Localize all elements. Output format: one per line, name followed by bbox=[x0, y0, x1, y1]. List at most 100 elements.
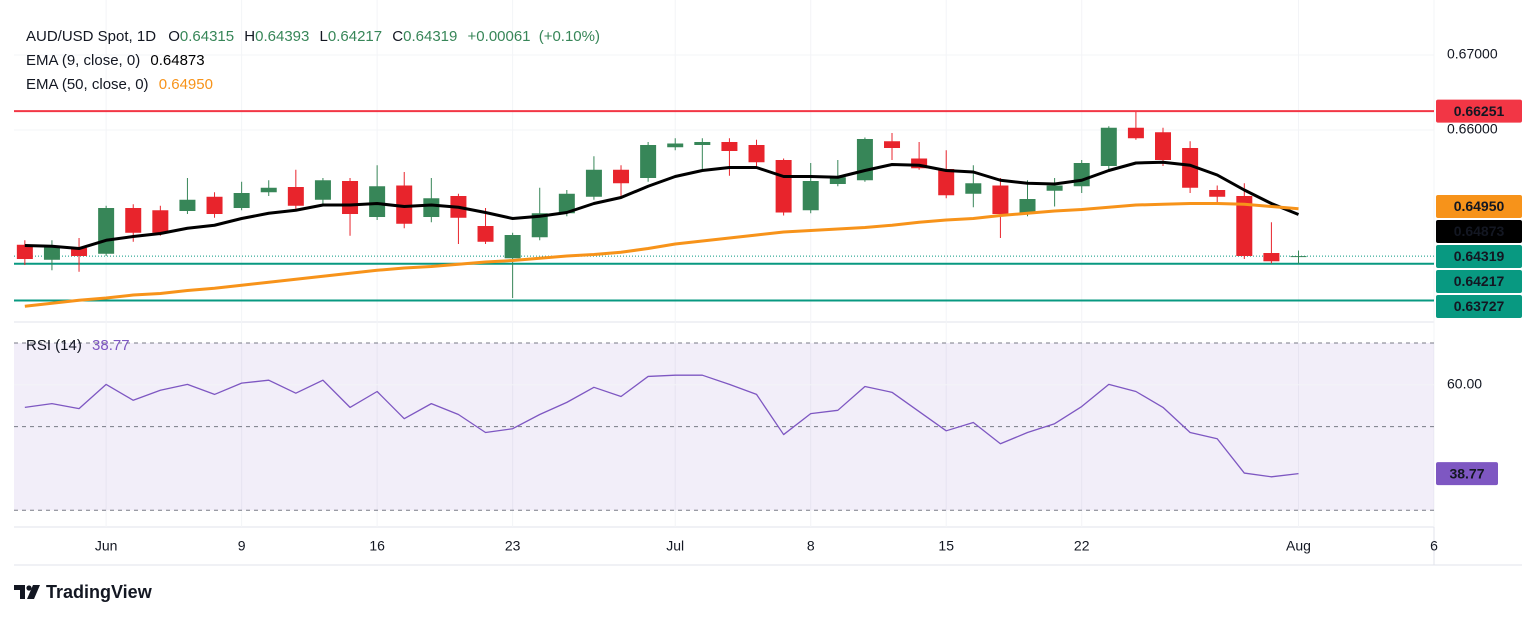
candle-body bbox=[748, 144, 765, 163]
logo-icon bbox=[26, 585, 32, 591]
rsi-tag bbox=[1436, 462, 1498, 486]
price-tag-label: 0.64217 bbox=[1454, 273, 1505, 289]
legend-value: 0.64950 bbox=[159, 76, 213, 93]
y-tick-label: 0.67000 bbox=[1447, 46, 1498, 62]
chart-header: AUD/USD Spot, 1D O0.64315 H0.64393 L0.64… bbox=[26, 28, 600, 45]
ohlc-value: 0.64315 bbox=[180, 28, 234, 45]
candle-body bbox=[911, 158, 928, 169]
candle-body bbox=[802, 181, 819, 211]
legend-value: 0.64873 bbox=[150, 52, 204, 69]
y-tick-label: 0.66000 bbox=[1447, 121, 1498, 137]
price-tag-label: 0.64950 bbox=[1454, 198, 1505, 214]
rsi-tick-label: 60.00 bbox=[1447, 376, 1482, 392]
candle-body bbox=[43, 246, 60, 260]
candle-body bbox=[1019, 199, 1036, 215]
candle-body bbox=[721, 141, 738, 151]
rsi-tag-label: 38.77 bbox=[1449, 465, 1484, 481]
candle-body bbox=[16, 244, 33, 260]
logo-icon bbox=[14, 585, 25, 599]
candle-body bbox=[396, 185, 413, 224]
x-tick-label: 6 bbox=[1430, 538, 1438, 554]
candle-body bbox=[125, 208, 142, 233]
legend-ema9: EMA (9, close, 0) 0.64873 bbox=[26, 52, 205, 69]
legend-name: EMA (9, close, 0) bbox=[26, 52, 140, 69]
candle-body bbox=[694, 141, 711, 145]
candle-body bbox=[992, 185, 1009, 215]
rsi-line bbox=[24, 374, 1299, 478]
candle-body bbox=[152, 210, 169, 233]
price-tag-label: 0.64873 bbox=[1454, 223, 1505, 239]
candle-body bbox=[342, 181, 359, 215]
x-tick-label: Jun bbox=[95, 538, 118, 554]
candle-body bbox=[287, 187, 304, 206]
price-tag-label: 0.66251 bbox=[1454, 103, 1505, 119]
ohlc-value: 0.64393 bbox=[255, 28, 309, 45]
x-tick-label: 8 bbox=[807, 538, 815, 554]
candle-body bbox=[1155, 132, 1172, 160]
candle-body bbox=[477, 226, 494, 242]
chart-title: AUD/USD Spot, 1D bbox=[26, 28, 156, 45]
candle-body bbox=[206, 196, 223, 215]
candle-body bbox=[179, 199, 196, 212]
candle-body bbox=[775, 160, 792, 213]
candle-body bbox=[1263, 253, 1280, 262]
candle-body bbox=[856, 138, 873, 181]
ohlc-letter: H bbox=[244, 28, 255, 45]
candle-body bbox=[558, 193, 575, 214]
candle-body bbox=[260, 187, 277, 193]
legend-rsi: RSI (14) 38.77 bbox=[26, 337, 130, 354]
legend-value: 38.77 bbox=[92, 337, 130, 354]
candle-body bbox=[1046, 185, 1063, 191]
candle-body bbox=[1290, 256, 1307, 258]
candle-body bbox=[1209, 190, 1226, 197]
price-tag bbox=[1436, 245, 1522, 268]
price-tag bbox=[1436, 195, 1522, 218]
x-tick-label: 9 bbox=[238, 538, 246, 554]
rsi-band-fill bbox=[14, 342, 1434, 511]
candle-body bbox=[965, 183, 982, 194]
candle-body bbox=[640, 144, 657, 179]
candle-body bbox=[1073, 163, 1090, 187]
price-tag bbox=[1436, 270, 1522, 293]
logo-icon bbox=[27, 585, 40, 599]
brand-logo: TradingView bbox=[14, 582, 153, 602]
candle-body bbox=[423, 198, 440, 218]
change: +0.00061 bbox=[468, 28, 531, 45]
brand-name: TradingView bbox=[46, 582, 153, 602]
x-tick-label: 22 bbox=[1074, 538, 1090, 554]
legend-name: EMA (50, close, 0) bbox=[26, 76, 149, 93]
price-tag-label: 0.63727 bbox=[1454, 298, 1505, 314]
price-tag bbox=[1436, 295, 1522, 318]
candle-body bbox=[884, 141, 901, 148]
ohlc-letter: O bbox=[168, 28, 180, 45]
legend-name: RSI (14) bbox=[26, 337, 82, 354]
candle-body bbox=[938, 169, 955, 196]
candle-body bbox=[585, 169, 602, 197]
candle-body bbox=[98, 208, 115, 254]
candle-body bbox=[1236, 196, 1253, 257]
x-tick-label: 16 bbox=[369, 538, 385, 554]
legend-ema50: EMA (50, close, 0) 0.64950 bbox=[26, 76, 213, 93]
price-tag bbox=[1436, 220, 1522, 243]
ema-line bbox=[24, 202, 1299, 308]
ohlc-value: 0.64319 bbox=[403, 28, 457, 45]
candle-body bbox=[71, 247, 88, 257]
candle-body bbox=[504, 235, 521, 259]
candle-body bbox=[829, 177, 846, 185]
x-tick-label: 23 bbox=[505, 538, 521, 554]
x-tick-label: 15 bbox=[938, 538, 954, 554]
ema-line bbox=[24, 160, 1300, 251]
candle-body bbox=[1100, 127, 1117, 167]
price-tag-label: 0.64319 bbox=[1454, 248, 1505, 264]
candle-body bbox=[613, 169, 630, 184]
candle-body bbox=[1127, 127, 1144, 139]
change-percent: (+0.10%) bbox=[539, 28, 600, 45]
candle-body bbox=[1182, 147, 1199, 188]
candle-body bbox=[531, 213, 548, 238]
price-tag bbox=[1436, 99, 1522, 123]
candle-body bbox=[233, 193, 250, 209]
candle-body bbox=[369, 186, 386, 218]
x-tick-label: Jul bbox=[666, 538, 684, 554]
